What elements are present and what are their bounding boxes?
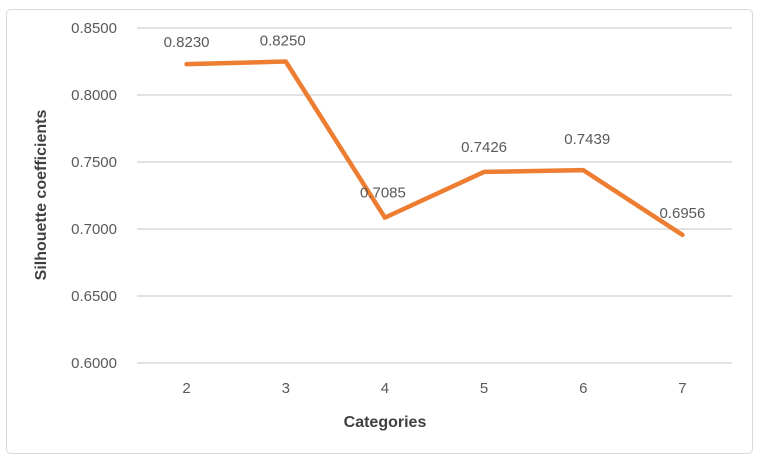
x-tick-label: 3 <box>282 380 290 397</box>
data-label: 0.6956 <box>659 205 705 222</box>
y-tick-label: 0.8000 <box>71 87 117 104</box>
data-label: 0.8250 <box>260 33 306 50</box>
data-labels: 0.8230 0.8250 0.7085 0.7426 0.7439 0.6956 <box>164 33 706 222</box>
gridlines <box>137 27 732 364</box>
x-tick-label: 4 <box>381 380 389 397</box>
series-line <box>184 59 685 238</box>
x-axis-tick-labels: 2 3 4 5 6 7 <box>182 380 686 397</box>
data-label: 0.7426 <box>461 139 507 156</box>
x-tick-label: 6 <box>579 380 587 397</box>
y-axis-tick-labels: 0.8500 0.8000 0.7500 0.7000 0.6500 0.6000 <box>71 20 117 372</box>
y-tick-label: 0.7500 <box>71 154 117 171</box>
chart-border <box>6 9 753 454</box>
x-tick-label: 5 <box>480 380 488 397</box>
y-tick-label: 0.7000 <box>71 221 117 238</box>
y-tick-label: 0.8500 <box>71 20 117 37</box>
y-tick-label: 0.6500 <box>71 288 117 305</box>
x-tick-label: 7 <box>678 380 686 397</box>
data-label: 0.8230 <box>164 34 210 51</box>
data-label: 0.7085 <box>360 185 406 202</box>
y-tick-label: 0.6000 <box>71 355 117 372</box>
x-tick-label: 2 <box>182 380 190 397</box>
y-axis-title: Silhouette coefficients <box>33 110 50 281</box>
x-axis-title: Categories <box>344 414 427 431</box>
data-label: 0.7439 <box>564 131 610 148</box>
